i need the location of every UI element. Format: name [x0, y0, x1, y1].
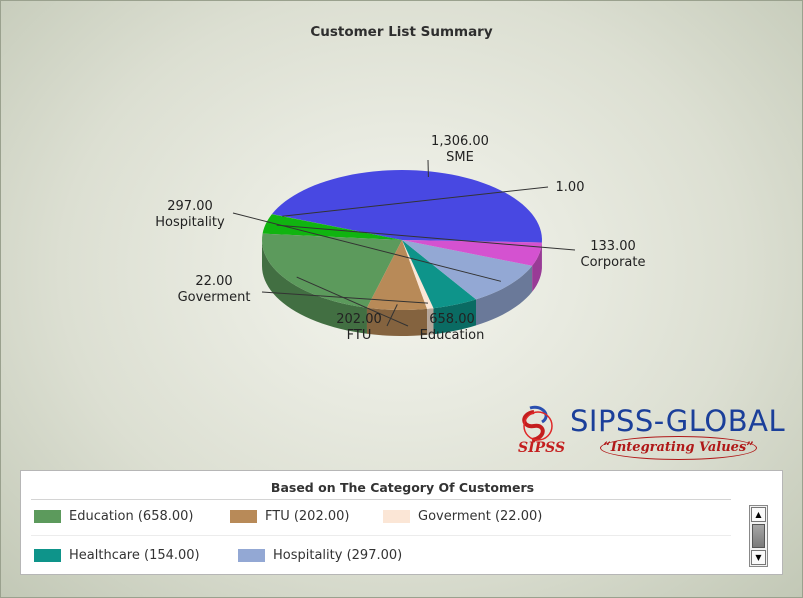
chart-title: Customer List Summary [310, 24, 493, 40]
data-label-name-3: Education [420, 328, 485, 343]
legend-item-education: Education (658.00) [34, 507, 193, 525]
pie-side-6 [433, 299, 476, 335]
pie-leaders [232, 159, 576, 327]
scroll-thumb[interactable] [752, 524, 765, 548]
legend-divider [31, 499, 731, 500]
data-label-name-0: SME [446, 150, 474, 165]
legend-swatch [34, 509, 61, 523]
leader-line-4 [386, 304, 398, 327]
legend-title: Based on The Category Of Customers [270, 480, 535, 495]
data-label-name-5: Goverment [178, 290, 251, 305]
scroll-down-icon[interactable]: ▼ [751, 550, 766, 565]
legend-swatch [34, 548, 61, 562]
legend-label: Healthcare (154.00) [69, 547, 200, 563]
data-label-value-5: 22.00 [195, 274, 232, 289]
data-label-name-4: FTU [347, 328, 372, 343]
leader-line-3 [296, 276, 409, 327]
pie-slice-6 [402, 240, 476, 309]
pie-tops [262, 170, 542, 310]
legend-item-healthcare: Healthcare (154.00) [34, 546, 200, 564]
pie-slice-4 [366, 240, 428, 310]
legend-swatch [238, 548, 265, 562]
legend-row-divider [31, 535, 731, 536]
scroll-up-icon[interactable]: ▲ [751, 507, 766, 522]
leader-line-5 [261, 291, 429, 304]
legend-label: Hospitality (297.00) [273, 547, 403, 563]
data-label-value-0: 1,306.00 [431, 134, 489, 149]
pie-slice-7 [402, 240, 533, 300]
company-tagline: “Integrating Values” [600, 436, 757, 460]
legend-label: Education (658.00) [69, 508, 194, 524]
data-label-value-4: 202.00 [336, 312, 382, 327]
legend-swatch [383, 509, 410, 523]
legend-label: Goverment (22.00) [418, 508, 543, 524]
pie-slice-0 [271, 170, 542, 243]
legend-box: Based on The Category Of Customers Educa… [20, 470, 783, 575]
pie-side-5 [427, 308, 434, 335]
legend-swatch [230, 509, 257, 523]
data-label-value-2: 133.00 [590, 239, 636, 254]
data-label-name-2: Corporate [581, 255, 646, 270]
logo-mark-text: SIPSS [518, 440, 565, 456]
legend-label: FTU (202.00) [265, 508, 350, 524]
company-name: SIPSS-GLOBAL [570, 404, 786, 438]
pie-slice-5 [402, 240, 434, 309]
pie-side-7 [476, 265, 533, 326]
leader-line-2 [276, 224, 576, 251]
leader-line-7 [232, 212, 502, 282]
pie-side-8 [532, 242, 542, 292]
company-logo: SIPSS SIPSS-GLOBAL “Integrating Values” [512, 402, 792, 466]
data-label-value-7: 297.00 [167, 199, 213, 214]
pie-slice-1 [271, 214, 402, 240]
pie-side-3 [262, 240, 367, 334]
pie-slice-8 [402, 240, 542, 266]
legend-item-hospitality: Hospitality (297.00) [238, 546, 402, 564]
sipss-logo-mark-icon: SIPSS [518, 405, 565, 456]
legend-scrollbar[interactable]: ▲ ▼ [749, 505, 768, 567]
pie-slice-2 [262, 214, 402, 240]
leader-line-1 [282, 186, 549, 217]
legend-item-goverment: Goverment (22.00) [383, 507, 542, 525]
data-label-value-3: 658.00 [429, 312, 475, 327]
data-label-value-1: 1.00 [556, 180, 585, 195]
data-label-name-7: Hospitality [155, 215, 225, 230]
pie-slice-3 [262, 233, 402, 308]
legend-item-ftu: FTU (202.00) [230, 507, 349, 525]
